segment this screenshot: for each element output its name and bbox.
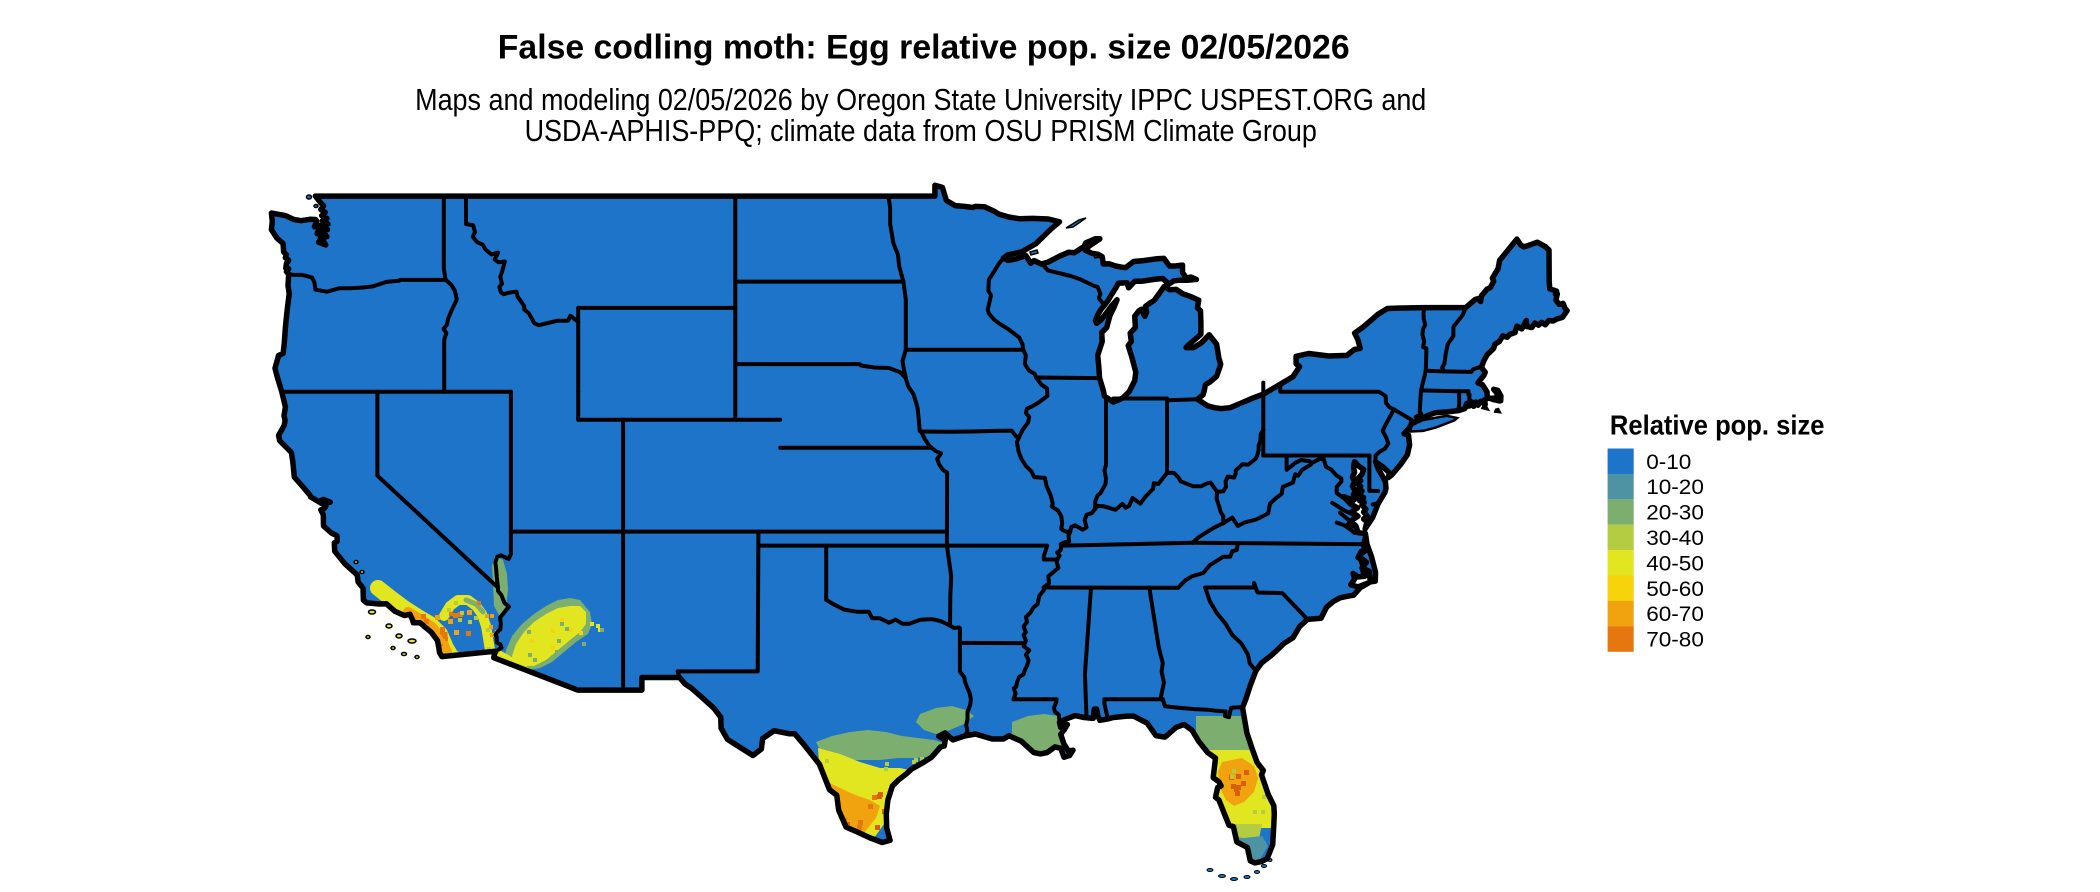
svg-text:60-70: 60-70 (1646, 602, 1704, 626)
svg-text:50-60: 50-60 (1646, 576, 1704, 600)
svg-text:USDA-APHIS-PPQ; climate data f: USDA-APHIS-PPQ; climate data from OSU PR… (525, 115, 1317, 149)
svg-text:Maps and modeling 02/05/2026 b: Maps and modeling 02/05/2026 by Oregon S… (415, 83, 1426, 117)
svg-text:Relative pop. size: Relative pop. size (1610, 410, 1825, 441)
svg-text:False codling moth: Egg relati: False codling moth: Egg relative pop. si… (498, 28, 1350, 66)
svg-text:20-30: 20-30 (1646, 500, 1704, 524)
svg-text:10-20: 10-20 (1646, 475, 1704, 499)
svg-text:30-40: 30-40 (1646, 526, 1704, 550)
svg-text:40-50: 40-50 (1646, 551, 1704, 575)
svg-text:70-80: 70-80 (1646, 627, 1704, 651)
svg-text:0-10: 0-10 (1646, 449, 1691, 473)
